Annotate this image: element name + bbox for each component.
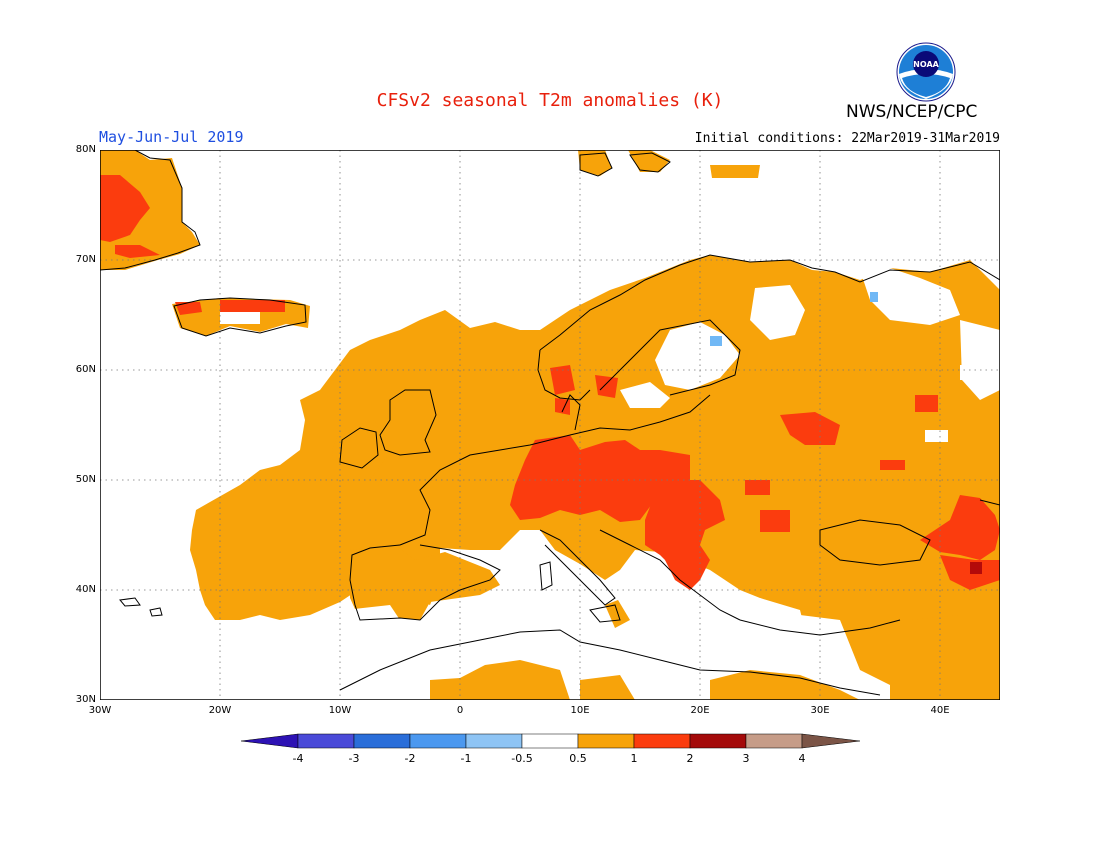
- legend-label: 2: [686, 752, 694, 765]
- lat-label: 40N: [75, 584, 96, 595]
- legend-arrow-high: [801, 733, 861, 749]
- legend-swatch: [297, 733, 355, 749]
- legend-label: 0.5: [569, 752, 587, 765]
- noaa-logo-text: NOAA: [913, 60, 939, 69]
- legend-swatch: [745, 733, 803, 749]
- legend-label: -1: [460, 752, 472, 765]
- legend-swatch: [633, 733, 691, 749]
- lat-label: 60N: [75, 364, 96, 375]
- anomaly-fill-2-3: [970, 562, 982, 574]
- legend-label: -3: [348, 752, 360, 765]
- color-legend: [240, 733, 861, 749]
- legend-label: 3: [742, 752, 750, 765]
- lon-label: 40E: [930, 705, 950, 716]
- legend-swatch: [521, 733, 579, 749]
- lat-label: 30N: [75, 694, 96, 705]
- forecast-period: May-Jun-Jul 2019: [99, 128, 244, 146]
- lat-label: 80N: [75, 144, 96, 155]
- lat-label: 70N: [75, 254, 96, 265]
- coastlines: [100, 150, 1000, 696]
- anomaly-fill-negative: [710, 292, 878, 346]
- anomaly-map: [100, 150, 1000, 700]
- legend-swatch: [409, 733, 467, 749]
- lon-label: 20W: [208, 705, 232, 716]
- lat-label: 50N: [75, 474, 96, 485]
- legend-label: 4: [798, 752, 806, 765]
- anomaly-fill-neutral: [220, 268, 1000, 635]
- lon-label: 10W: [328, 705, 352, 716]
- initial-conditions: Initial conditions: 22Mar2019-31Mar2019: [694, 131, 1000, 146]
- lon-label: 0: [456, 705, 464, 716]
- legend-swatch: [689, 733, 747, 749]
- legend-swatch: [465, 733, 523, 749]
- legend-label: -2: [404, 752, 416, 765]
- lon-label: 10E: [570, 705, 590, 716]
- lon-label: 20E: [690, 705, 710, 716]
- noaa-logo: NOAA: [896, 42, 956, 102]
- legend-label: -4: [292, 752, 304, 765]
- agency-label: NWS/NCEP/CPC: [846, 102, 978, 122]
- chart-title: CFSv2 seasonal T2m anomalies (K): [376, 90, 724, 111]
- legend-swatch: [353, 733, 411, 749]
- legend-label: -0.5: [511, 752, 533, 765]
- legend-swatch: [577, 733, 635, 749]
- anomaly-fill-1-2: [100, 175, 1000, 590]
- legend-label: 1: [630, 752, 638, 765]
- lon-label: 30W: [88, 705, 112, 716]
- lon-label: 30E: [810, 705, 830, 716]
- legend-arrow-low: [240, 733, 299, 749]
- map-gridlines: [100, 150, 1000, 700]
